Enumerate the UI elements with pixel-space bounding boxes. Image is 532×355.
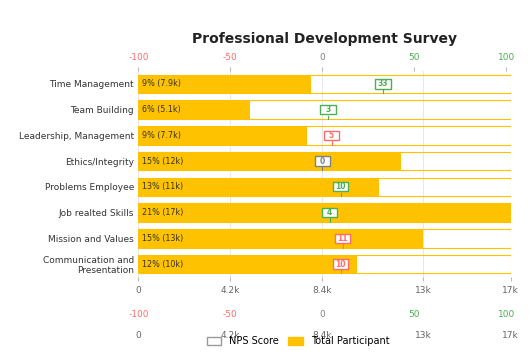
Text: 21% (17k): 21% (17k): [142, 208, 183, 217]
Bar: [138, 255, 358, 273]
Bar: [333, 182, 348, 191]
Bar: [138, 178, 511, 196]
Bar: [138, 75, 311, 93]
Text: 33: 33: [378, 80, 388, 88]
Text: 0: 0: [320, 157, 325, 165]
Text: 6% (5.1k): 6% (5.1k): [142, 105, 180, 114]
Text: 11: 11: [337, 234, 348, 243]
Bar: [138, 126, 307, 144]
Text: 5: 5: [329, 131, 334, 140]
Bar: [324, 131, 339, 140]
Bar: [138, 100, 250, 119]
Bar: [138, 229, 511, 247]
Bar: [333, 260, 348, 269]
Text: 12% (10k): 12% (10k): [142, 260, 183, 268]
Text: 15% (12k): 15% (12k): [142, 157, 183, 165]
Bar: [138, 75, 511, 93]
Text: 13% (11k): 13% (11k): [142, 182, 182, 191]
Bar: [320, 105, 336, 114]
Title: Professional Development Survey: Professional Development Survey: [192, 32, 457, 46]
Bar: [335, 234, 350, 243]
Bar: [376, 79, 390, 88]
Bar: [138, 203, 511, 222]
Bar: [322, 208, 337, 217]
Text: 4: 4: [327, 208, 332, 217]
Text: 10: 10: [336, 182, 346, 191]
Text: 9% (7.9k): 9% (7.9k): [142, 80, 180, 88]
Bar: [138, 203, 511, 222]
Bar: [138, 229, 423, 247]
Text: 15% (13k): 15% (13k): [142, 234, 183, 243]
Bar: [138, 255, 511, 273]
Text: 9% (7.7k): 9% (7.7k): [142, 131, 180, 140]
Bar: [138, 126, 511, 144]
Text: 3: 3: [325, 105, 330, 114]
Bar: [138, 152, 511, 170]
Legend: NPS Score, Total Participant: NPS Score, Total Participant: [203, 332, 393, 350]
Bar: [138, 152, 401, 170]
Bar: [314, 157, 330, 166]
Bar: [138, 178, 379, 196]
Bar: [138, 100, 511, 119]
Text: 10: 10: [336, 260, 346, 268]
